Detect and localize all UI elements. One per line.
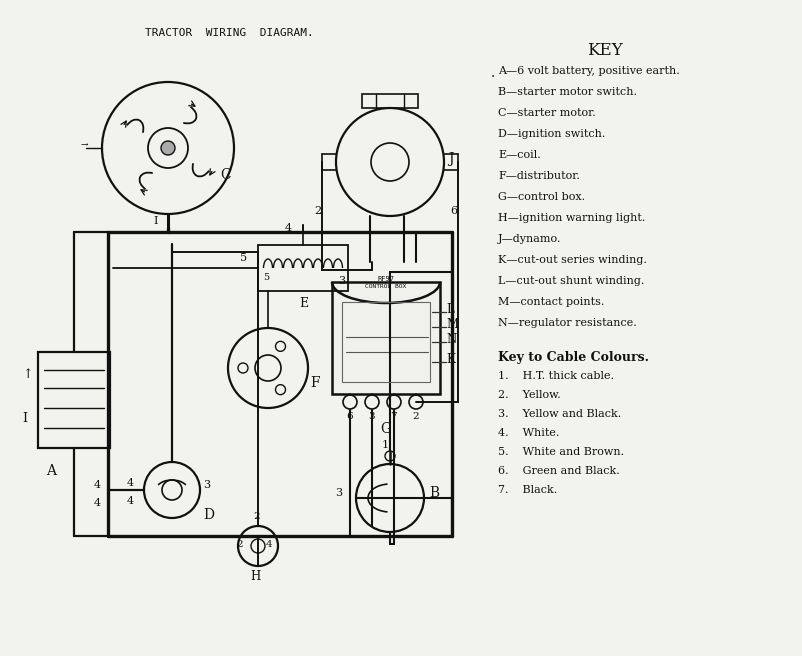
Text: N: N bbox=[446, 333, 456, 346]
Text: 2: 2 bbox=[412, 412, 419, 421]
Text: 7: 7 bbox=[390, 412, 397, 421]
Text: KEY: KEY bbox=[587, 42, 623, 59]
Text: 3: 3 bbox=[368, 412, 375, 421]
Text: 6: 6 bbox=[450, 206, 457, 216]
Text: 3: 3 bbox=[203, 480, 210, 490]
Text: 6.    Green and Black.: 6. Green and Black. bbox=[498, 466, 620, 476]
Text: 4: 4 bbox=[94, 480, 101, 490]
Text: CONTROL BOX: CONTROL BOX bbox=[366, 284, 407, 289]
Text: A—6 volt battery, positive earth.: A—6 volt battery, positive earth. bbox=[498, 66, 680, 76]
Text: B: B bbox=[429, 486, 439, 500]
Text: 4: 4 bbox=[127, 496, 134, 506]
Text: G—control box.: G—control box. bbox=[498, 192, 585, 202]
Text: 4: 4 bbox=[127, 478, 134, 488]
Bar bbox=[362, 94, 418, 108]
Text: D: D bbox=[203, 508, 214, 522]
Text: 5: 5 bbox=[240, 253, 247, 263]
Text: 2: 2 bbox=[253, 512, 260, 521]
Text: J—dynamo.: J—dynamo. bbox=[498, 234, 561, 244]
Text: C—starter motor.: C—starter motor. bbox=[498, 108, 596, 118]
Text: I: I bbox=[153, 216, 157, 226]
Text: Key to Cable Colours.: Key to Cable Colours. bbox=[498, 351, 649, 364]
Text: E: E bbox=[299, 297, 308, 310]
Text: 4: 4 bbox=[285, 223, 292, 233]
Text: F: F bbox=[310, 376, 320, 390]
Text: RF97: RF97 bbox=[378, 276, 395, 282]
Text: H: H bbox=[250, 570, 261, 583]
Text: M: M bbox=[446, 318, 458, 331]
Text: →: → bbox=[80, 140, 87, 149]
Text: I: I bbox=[22, 412, 27, 425]
Text: .: . bbox=[491, 66, 496, 80]
Bar bbox=[332, 282, 440, 394]
Text: 3: 3 bbox=[335, 488, 342, 498]
Text: C: C bbox=[220, 168, 231, 182]
Text: 3.    Yellow and Black.: 3. Yellow and Black. bbox=[498, 409, 622, 419]
Text: N—regulator resistance.: N—regulator resistance. bbox=[498, 318, 637, 328]
Text: A: A bbox=[46, 464, 56, 478]
Text: 3: 3 bbox=[338, 276, 345, 286]
Text: 4.    White.: 4. White. bbox=[498, 428, 559, 438]
Text: TRACTOR  WIRING  DIAGRAM.: TRACTOR WIRING DIAGRAM. bbox=[145, 28, 314, 38]
Text: 2: 2 bbox=[236, 540, 243, 549]
Text: 1: 1 bbox=[382, 440, 389, 450]
Bar bbox=[258, 245, 348, 291]
Text: J: J bbox=[448, 152, 453, 166]
Text: K: K bbox=[446, 353, 455, 366]
Text: 5.    White and Brown.: 5. White and Brown. bbox=[498, 447, 624, 457]
Bar bbox=[342, 302, 430, 382]
Text: 7.    Black.: 7. Black. bbox=[498, 485, 557, 495]
Text: 4: 4 bbox=[94, 498, 101, 508]
Text: 6: 6 bbox=[346, 412, 353, 421]
Text: B—starter motor switch.: B—starter motor switch. bbox=[498, 87, 637, 97]
Text: K—cut-out series winding.: K—cut-out series winding. bbox=[498, 255, 647, 265]
Bar bbox=[38, 352, 110, 448]
Text: ↑: ↑ bbox=[22, 368, 33, 381]
Text: L: L bbox=[446, 303, 454, 316]
Text: D—ignition switch.: D—ignition switch. bbox=[498, 129, 606, 139]
Text: L—cut-out shunt winding.: L—cut-out shunt winding. bbox=[498, 276, 644, 286]
Text: M—contact points.: M—contact points. bbox=[498, 297, 605, 307]
Text: 2.    Yellow.: 2. Yellow. bbox=[498, 390, 561, 400]
Text: G: G bbox=[380, 422, 391, 436]
Text: E—coil.: E—coil. bbox=[498, 150, 541, 160]
Text: 5: 5 bbox=[263, 273, 269, 282]
Text: 2: 2 bbox=[314, 206, 321, 216]
Circle shape bbox=[161, 141, 175, 155]
Text: H—ignition warning light.: H—ignition warning light. bbox=[498, 213, 646, 223]
Text: 4: 4 bbox=[266, 540, 273, 549]
Text: 1.    H.T. thick cable.: 1. H.T. thick cable. bbox=[498, 371, 614, 381]
Text: F—distributor.: F—distributor. bbox=[498, 171, 580, 181]
